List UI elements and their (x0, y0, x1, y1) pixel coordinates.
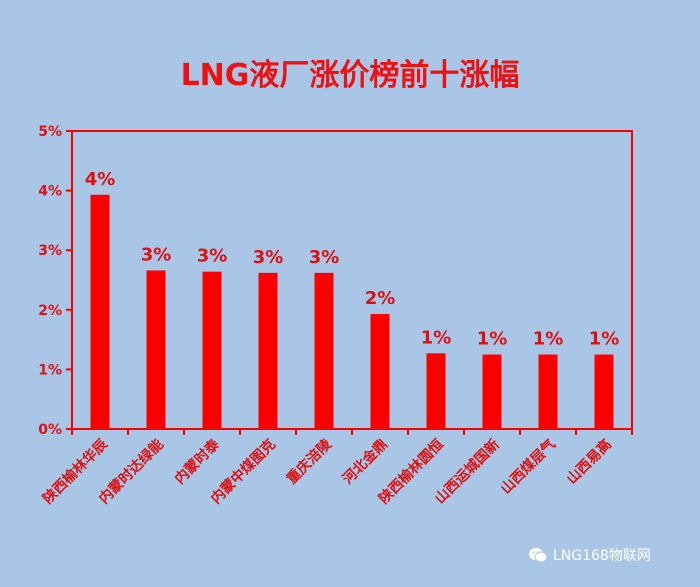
data-label: 3% (141, 244, 172, 265)
watermark: LNG168物联网 (528, 544, 651, 566)
bar (594, 354, 614, 429)
x-tick-label: 山西煤层气 (497, 436, 559, 498)
data-label: 3% (197, 246, 228, 267)
y-tick-label: 0% (38, 422, 62, 438)
data-label: 1% (589, 329, 620, 350)
bar (202, 271, 222, 429)
bar (146, 270, 166, 429)
x-tick-label: 河北金鼎 (339, 436, 391, 488)
data-label: 4% (85, 169, 116, 190)
x-tick-label: 山西易高 (563, 436, 615, 488)
data-label: 3% (253, 247, 284, 268)
bar (314, 272, 334, 429)
y-tick-label: 1% (38, 362, 62, 378)
data-label: 2% (365, 288, 396, 309)
bar (258, 272, 278, 429)
x-tick-label: 内蒙时泰 (171, 435, 223, 487)
y-tick-label: 4% (38, 184, 62, 200)
x-tick-label: 重庆涪陵 (283, 435, 335, 487)
data-label: 1% (477, 329, 508, 350)
data-label: 1% (533, 329, 564, 350)
chart-title: LNG液厂涨价榜前十涨幅 (180, 58, 520, 93)
y-tick-label: 2% (38, 303, 62, 319)
data-label: 1% (421, 327, 452, 348)
watermark-text: LNG168物联网 (553, 548, 651, 564)
wechat-icon (529, 548, 548, 563)
bar (482, 354, 502, 429)
bar (90, 194, 110, 429)
bar (370, 313, 390, 429)
data-label: 3% (309, 247, 340, 268)
bar (538, 354, 558, 429)
bar (426, 353, 446, 429)
y-tick-label: 5% (38, 124, 62, 140)
y-tick-label: 3% (38, 243, 62, 259)
